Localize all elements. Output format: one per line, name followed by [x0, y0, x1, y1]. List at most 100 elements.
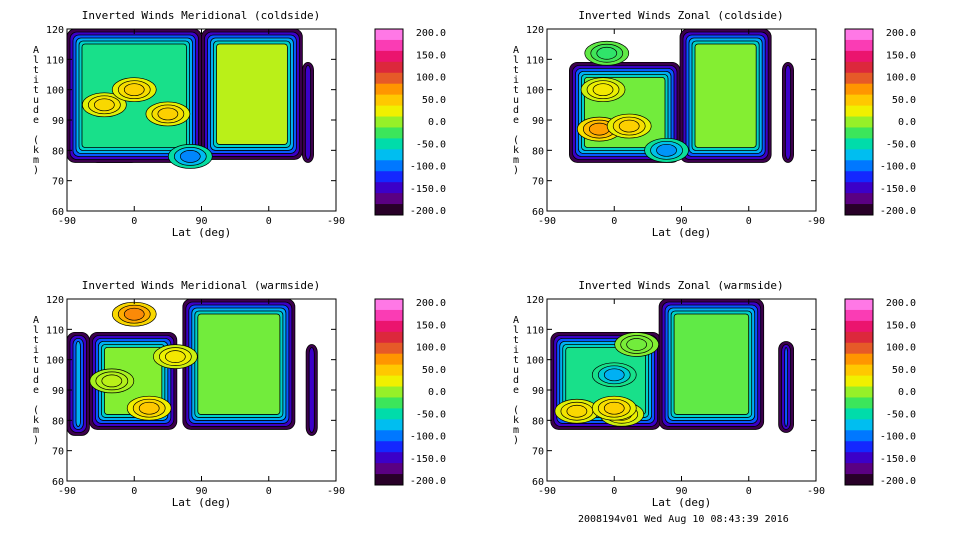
colorbar-swatch: [845, 419, 873, 431]
x-tick-label: -90: [807, 216, 825, 227]
colorbar-swatch: [845, 83, 873, 96]
x-tick-label: 0: [266, 486, 272, 497]
colorbar-tick-label: 50.0: [422, 95, 446, 106]
x-tick-label: -90: [538, 216, 556, 227]
contour-cell: [94, 98, 115, 112]
x-tick-label: 90: [195, 216, 207, 227]
region-band: [75, 340, 81, 427]
chart-title: Inverted Winds Zonal (warmside): [578, 279, 783, 292]
x-tick-label: -90: [538, 486, 556, 497]
colorbar-swatch: [845, 331, 873, 344]
region-band: [784, 347, 788, 427]
colorbar-swatch: [375, 441, 403, 453]
colorbar-swatch: [375, 474, 403, 486]
colorbar-swatch: [375, 353, 403, 366]
footer-timestamp: 2008194v01 Wed Aug 10 08:43:39 2016: [578, 514, 789, 525]
colorbar-tick-label: 150.0: [416, 50, 446, 61]
y-tick-label: 80: [52, 146, 64, 157]
colorbar-tick-label: -150.0: [880, 184, 916, 195]
y-tick-label: 60: [532, 207, 544, 218]
chart-panel-2: Inverted Winds Zonal (coldside) 60 70 80 90 1…: [513, 9, 916, 239]
chart-panel-4: Inverted Winds Zonal (warmside) 60 70 80 90 1…: [513, 279, 916, 509]
y-tick-label: 80: [532, 146, 544, 157]
colorbar-swatch: [845, 364, 873, 377]
colorbar-swatch: [375, 138, 403, 150]
y-tick-label: 90: [532, 116, 544, 127]
y-tick-label: 80: [52, 416, 64, 427]
colorbar-swatch: [845, 61, 873, 74]
colorbar-swatch: [845, 182, 873, 194]
colorbar-tick-label: 100.0: [886, 73, 916, 84]
contour-cell: [596, 46, 618, 60]
chart-panel-1: Inverted Winds Meridional (coldside) 60 70…: [33, 9, 446, 239]
region-band: [304, 64, 311, 160]
colorbar-swatch: [845, 171, 873, 183]
colorbar-swatch: [845, 299, 873, 311]
colorbar-swatch: [375, 171, 403, 183]
y-tick-label: 90: [52, 386, 64, 397]
colorbar-swatch: [375, 430, 403, 442]
contour-cell: [603, 368, 625, 382]
y-tick-label: 70: [52, 447, 64, 458]
colorbar-swatch: [845, 386, 873, 398]
colorbar-tick-label: 150.0: [886, 320, 916, 331]
colorbar-swatch: [845, 353, 873, 366]
colorbar-tick-label: -50.0: [416, 409, 446, 420]
x-axis-label: Lat (deg): [172, 226, 232, 239]
x-tick-label: -90: [58, 216, 76, 227]
colorbar-tick-label: -100.0: [880, 432, 916, 443]
colorbar-swatch: [845, 430, 873, 442]
contour-cell: [588, 122, 610, 136]
x-tick-label: -90: [58, 486, 76, 497]
y-tick-label: 60: [52, 477, 64, 488]
region-band: [308, 347, 315, 433]
x-tick-label: 0: [611, 216, 617, 227]
x-tick-label: -90: [807, 486, 825, 497]
x-tick-label: 0: [611, 486, 617, 497]
colorbar-tick-label: -150.0: [410, 184, 446, 195]
colorbar-tick-label: -100.0: [410, 162, 446, 173]
colorbar-swatch: [375, 375, 403, 388]
colorbar-swatch: [845, 441, 873, 453]
colorbar-swatch: [845, 193, 873, 205]
x-axis-label: Lat (deg): [172, 496, 232, 509]
y-tick-label: 110: [526, 325, 544, 336]
y-tick-label: 80: [532, 416, 544, 427]
colorbar-swatch: [845, 149, 873, 161]
chart-title: Inverted Winds Meridional (coldside): [82, 9, 320, 22]
contour-cell: [123, 307, 145, 321]
colorbar-swatch: [375, 61, 403, 74]
colorbar-swatch: [845, 94, 873, 107]
y-tick-label: 70: [52, 177, 64, 188]
colorbar-tick-label: -200.0: [880, 206, 916, 217]
colorbar-swatch: [845, 105, 873, 118]
colorbar-swatch: [375, 331, 403, 344]
y-tick-label: 120: [526, 295, 544, 306]
colorbar-tick-label: 200.0: [886, 28, 916, 39]
colorbar-swatch: [845, 204, 873, 216]
y-tick-label: 100: [46, 86, 64, 97]
colorbar-swatch: [375, 342, 403, 355]
colorbar-swatch: [845, 72, 873, 85]
x-tick-label: 0: [746, 486, 752, 497]
plot-area: [569, 29, 794, 163]
contour-cell: [179, 150, 201, 163]
colorbar-tick-label: 0.0: [898, 117, 916, 128]
colorbar-tick-label: 150.0: [886, 50, 916, 61]
y-tick-label: 120: [526, 25, 544, 36]
colorbar-swatch: [375, 105, 403, 118]
region-band: [673, 313, 750, 415]
colorbar-swatch: [375, 204, 403, 216]
contour-cell: [656, 143, 677, 157]
y-tick-label: 60: [532, 477, 544, 488]
colorbar-swatch: [375, 39, 403, 52]
contour-cell: [157, 107, 179, 121]
colorbar-swatch: [375, 193, 403, 205]
colorbar-swatch: [845, 309, 873, 322]
y-tick-label: 110: [46, 325, 64, 336]
colorbar-tick-label: 200.0: [416, 28, 446, 39]
chart-panel-3: Inverted Winds Meridional (warmside) 60 70…: [33, 279, 446, 509]
